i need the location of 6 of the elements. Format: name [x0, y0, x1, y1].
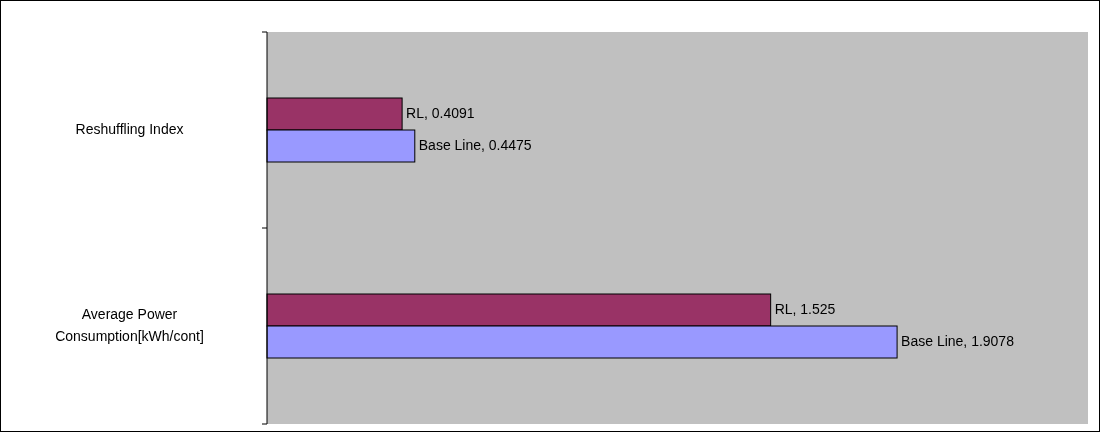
y-tick-label: Average Power Consumption[kWh/cont]	[55, 305, 204, 344]
y-tick-label: Reshuffling Index	[75, 120, 184, 137]
data-label: Base Line, 1.9078	[901, 332, 1015, 349]
data-label: RL, 0.4091	[406, 104, 475, 121]
data-label: RL, 1.525	[774, 300, 836, 317]
data-label: Base Line, 0.4475	[418, 136, 532, 153]
